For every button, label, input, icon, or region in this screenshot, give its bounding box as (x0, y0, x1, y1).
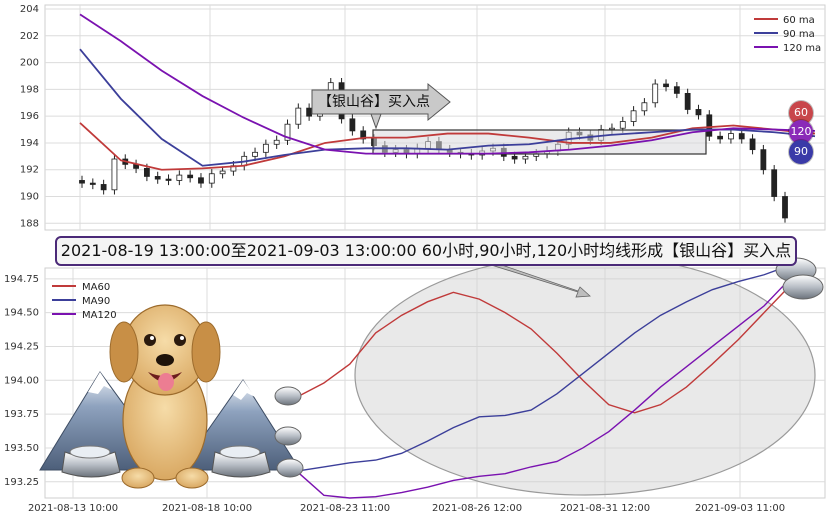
candle-body (717, 135, 724, 140)
candle-body (219, 170, 226, 175)
top-y-tick-labels: 204 202 200 198 196 194 192 190 188 (20, 4, 39, 229)
top-line-120-ma (79, 13, 816, 155)
candle-body (187, 174, 194, 179)
legend-entry-ma60: MA60 (82, 282, 110, 293)
silver-valley-callout: 【银山谷】买入点 (318, 94, 430, 110)
top-y-tick-label: 198 (20, 84, 39, 95)
candle-body (89, 182, 96, 185)
candle-body (728, 133, 734, 140)
valley-highlight-box (372, 129, 707, 155)
top-y-tick-label: 204 (20, 4, 39, 15)
bottom-x-tick-label: 2021-08-31 12:00 (560, 503, 650, 514)
bottom-line-MA60 (297, 285, 791, 414)
candle-body (511, 155, 518, 160)
candle-body (522, 155, 529, 160)
bottom-x-tick-label: 2021-08-13 10:00 (28, 503, 118, 514)
top-y-tick-label: 190 (20, 192, 39, 203)
legend-entry-ma120: MA120 (82, 310, 117, 321)
candle-body (760, 149, 767, 171)
top-y-tick-label: 188 (20, 218, 39, 229)
candle-body (165, 178, 172, 181)
callout-arrow-shape (311, 82, 451, 122)
candle-body (143, 167, 150, 177)
candle-body (306, 107, 313, 117)
candle-body (154, 176, 161, 180)
candle-body (208, 173, 215, 184)
top-moving-averages (79, 13, 816, 171)
candle-body (684, 92, 691, 110)
legend-entry-90ma: 90 ma (783, 29, 815, 40)
bottom-x-tick-label: 2021-08-18 10:00 (162, 503, 252, 514)
bottom-y-tick-label: 193.50 (4, 443, 39, 454)
candle-body (252, 151, 258, 157)
candle-body (360, 130, 367, 140)
candle-body (673, 86, 680, 94)
bottom-x-tick-label: 2021-08-23 11:00 (300, 503, 390, 514)
legend-entry-120ma: 120 ma (783, 43, 821, 54)
top-y-tick-label: 202 (20, 31, 39, 42)
signal-banner: 2021-08-19 13:00:00至2021-09-03 13:00:00 … (55, 236, 797, 266)
candle-body (100, 184, 107, 191)
callout-pointer (370, 113, 382, 130)
top-line-90-ma (79, 48, 816, 167)
bottom-y-tick-label: 194.25 (4, 341, 39, 352)
candle-body (641, 102, 648, 112)
candle-body (284, 123, 291, 141)
top-y-tick-label: 194 (20, 138, 39, 149)
ellipse-pointer-arrow (487, 260, 591, 298)
candle-body (663, 83, 669, 88)
badge-ma90: 90 (789, 140, 813, 164)
cartoon-dog-illustration (109, 304, 221, 489)
badge-ma60: 60 (789, 101, 813, 125)
candle-body (609, 127, 615, 130)
silver-ingots-illustration (61, 445, 271, 478)
candle-body (295, 107, 302, 125)
candle-body (706, 114, 713, 137)
candle-body (630, 110, 637, 122)
candle-body (198, 177, 204, 184)
legend-entry-ma90: MA90 (82, 296, 110, 307)
candle-body (695, 109, 702, 116)
bottom-x-tick-label: 2021-09-03 11:00 (695, 503, 785, 514)
bottom-x-tick-labels: 2021-08-13 10:00 2021-08-18 10:00 2021-08-… (28, 503, 785, 514)
top-y-tick-label: 196 (20, 111, 39, 122)
candle-body (652, 83, 659, 104)
candle-body (176, 174, 183, 181)
top-y-tick-label: 192 (20, 165, 39, 176)
bottom-y-tick-label: 194.50 (4, 308, 39, 319)
candle-body (771, 169, 778, 197)
bottom-y-tick-label: 193.75 (4, 409, 39, 420)
top-y-tick-label: 200 (20, 58, 39, 69)
candle-body (782, 196, 788, 219)
candle-body (749, 138, 756, 151)
legend-entry-60ma: 60 ma (783, 15, 815, 26)
candle-body (273, 139, 280, 145)
candle-body (619, 121, 626, 129)
top-legend: 60 ma 90 ma 120 ma (754, 15, 821, 54)
candle-body (349, 118, 356, 132)
candle-body (111, 158, 118, 191)
bottom-y-tick-label: 194.75 (4, 274, 39, 285)
bottom-y-tick-label: 193.25 (4, 477, 39, 488)
candle-body (79, 180, 85, 184)
bottom-y-tick-labels: 194.75 194.50 194.25 194.00 193.75 193.50 193.… (4, 274, 39, 488)
candle-body (262, 143, 269, 153)
candle-body (738, 133, 745, 140)
top-line-60-ma (79, 122, 816, 171)
bottom-moving-averages (297, 264, 791, 499)
bottom-line-MA120 (297, 278, 791, 499)
bottom-y-tick-label: 194.00 (4, 375, 39, 386)
bottom-line-MA90 (297, 264, 791, 472)
bottom-x-tick-label: 2021-08-26 12:00 (432, 503, 522, 514)
bottom-legend: MA60 MA90 MA120 (52, 282, 117, 321)
top-plot-area (44, 4, 826, 231)
